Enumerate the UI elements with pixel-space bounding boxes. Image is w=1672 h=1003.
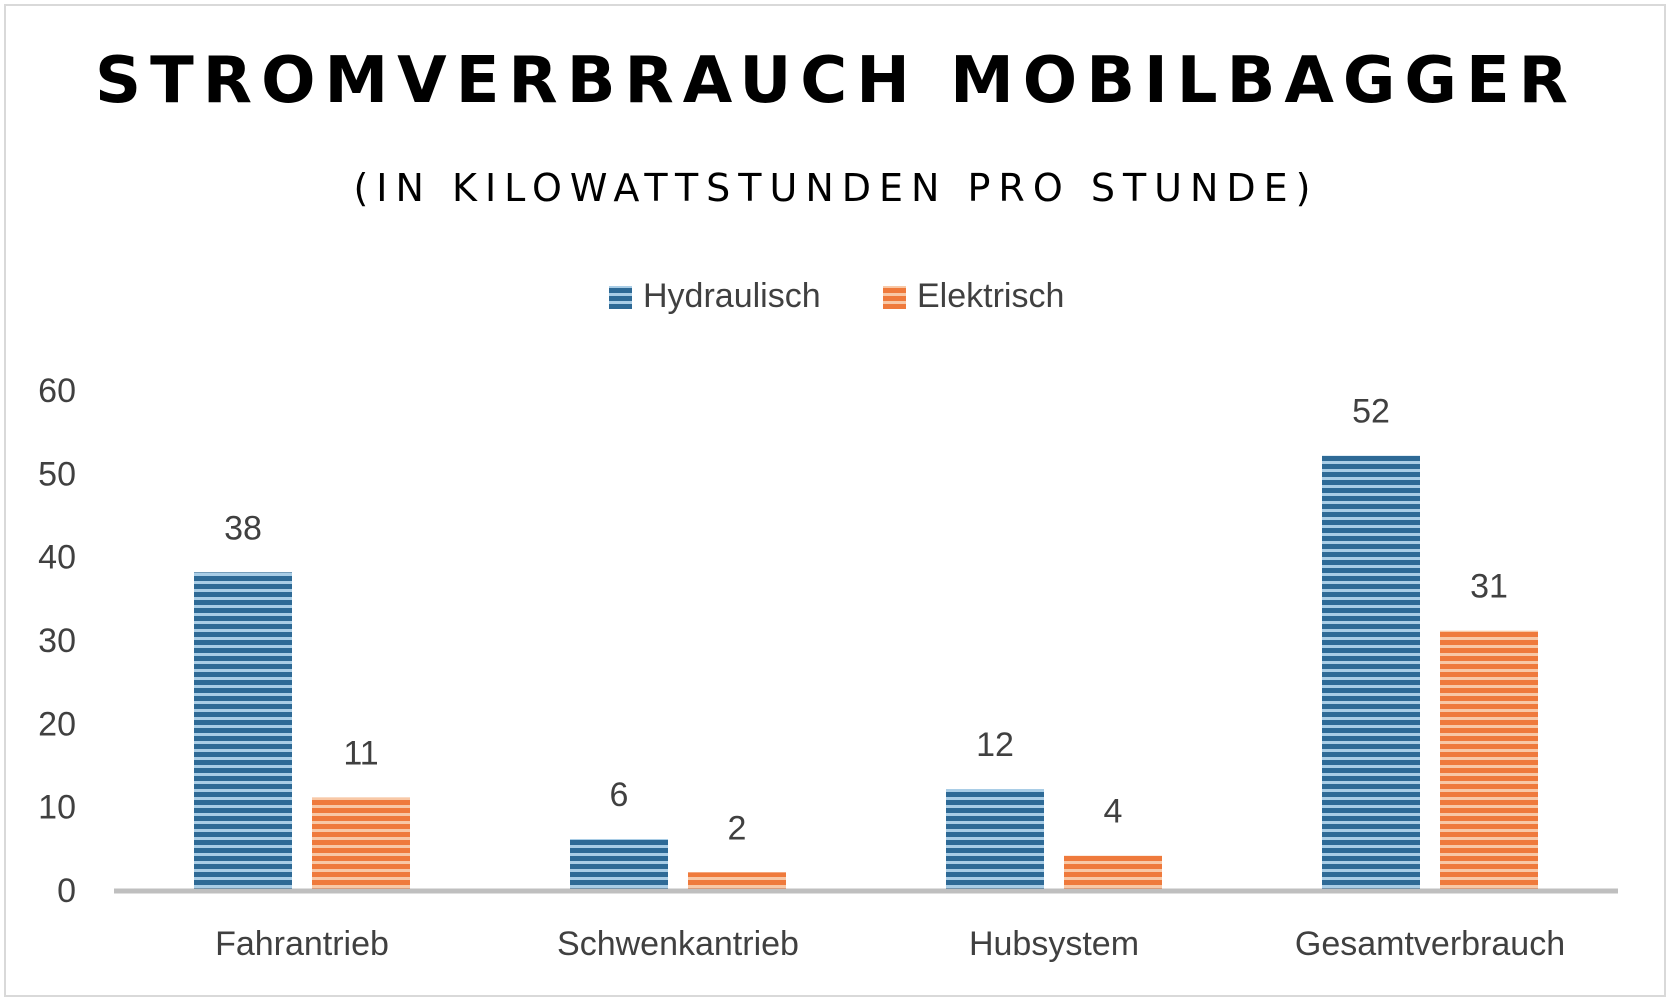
x-category-label: Fahrantrieb xyxy=(215,925,389,963)
bar-hydraulisch-fahrantrieb xyxy=(194,572,292,889)
data-label: 11 xyxy=(343,734,378,772)
bars xyxy=(194,455,1538,889)
data-label: 6 xyxy=(610,776,629,814)
legend-swatch-hydraulisch xyxy=(609,286,632,309)
data-label: 4 xyxy=(1104,793,1123,831)
y-tick-label: 20 xyxy=(38,705,76,743)
legend: Hydraulisch Elektrisch xyxy=(609,277,1064,315)
y-axis: 0 10 20 30 40 50 60 xyxy=(38,372,76,910)
bar-hydraulisch-hubsystem xyxy=(946,789,1044,889)
y-tick-label: 40 xyxy=(38,539,76,577)
y-tick-label: 10 xyxy=(38,789,76,827)
bar-hydraulisch-schwenkantrieb xyxy=(570,839,668,889)
bar-elektrisch-fahrantrieb xyxy=(312,797,410,889)
y-tick-label: 50 xyxy=(38,455,76,493)
y-tick-label: 60 xyxy=(38,372,76,410)
data-labels: 38 11 6 2 12 4 52 31 xyxy=(224,393,1508,848)
legend-label-elektrisch: Elektrisch xyxy=(917,277,1064,315)
data-label: 52 xyxy=(1352,393,1390,431)
x-category-label: Schwenkantrieb xyxy=(557,925,799,963)
legend-swatch-elektrisch xyxy=(883,286,906,309)
y-tick-label: 0 xyxy=(57,872,76,910)
y-tick-label: 30 xyxy=(38,622,76,660)
data-label: 38 xyxy=(224,509,262,547)
chart-subtitle: (IN KILOWATTSTUNDEN PRO STUNDE) xyxy=(353,166,1319,210)
data-label: 2 xyxy=(728,809,747,847)
bar-elektrisch-gesamtverbrauch xyxy=(1440,630,1538,889)
bar-elektrisch-hubsystem xyxy=(1064,855,1162,889)
chart-title: STROMVERBRAUCH MOBILBAGGER xyxy=(95,44,1577,118)
x-category-label: Gesamtverbrauch xyxy=(1295,925,1565,963)
bar-elektrisch-schwenkantrieb xyxy=(688,872,786,889)
data-label: 12 xyxy=(976,726,1014,764)
legend-label-hydraulisch: Hydraulisch xyxy=(643,277,821,315)
x-axis: Fahrantrieb Schwenkantrieb Hubsystem Gesamt… xyxy=(114,888,1618,963)
data-label: 31 xyxy=(1470,568,1508,606)
x-category-label: Hubsystem xyxy=(969,925,1139,963)
bar-hydraulisch-gesamtverbrauch xyxy=(1322,455,1420,889)
